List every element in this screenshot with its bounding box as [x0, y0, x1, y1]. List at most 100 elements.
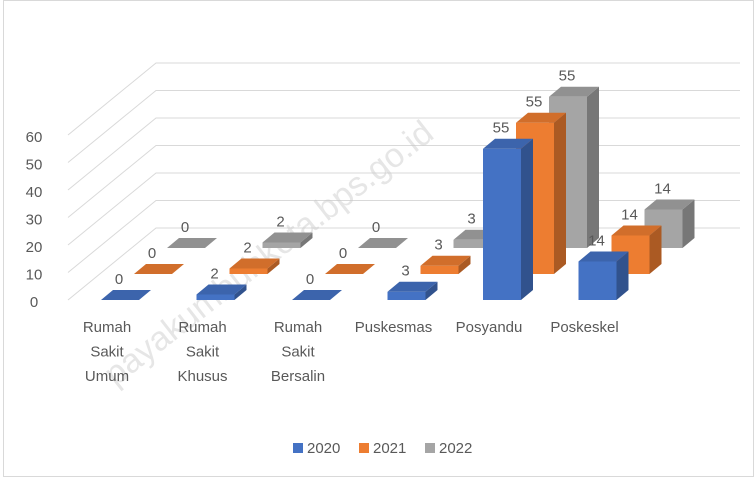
x-tick-label-line: Rumah	[83, 319, 131, 336]
x-tick-label-line: Khusus	[177, 368, 227, 385]
bar-top	[516, 112, 566, 123]
bar-top	[611, 225, 662, 236]
bar-top	[325, 264, 375, 274]
y-tick-label: 30	[26, 211, 43, 228]
bar-top	[262, 232, 313, 243]
bar-top	[101, 290, 151, 300]
bar	[101, 290, 151, 300]
bar	[420, 255, 471, 274]
value-label: 2	[210, 265, 218, 282]
bar-front	[420, 265, 459, 274]
bar	[325, 264, 375, 274]
value-label: 14	[621, 206, 638, 223]
bar-front	[229, 268, 268, 274]
legend-label: 2020	[307, 440, 340, 457]
value-label: 2	[276, 213, 284, 230]
y-tick-label: 40	[26, 184, 43, 201]
bar-top	[167, 238, 217, 248]
bar	[167, 238, 217, 248]
bar-side	[649, 225, 662, 274]
bar-top	[387, 281, 438, 292]
value-label: 55	[559, 68, 576, 85]
bar-top	[134, 264, 184, 274]
y-tick-label: 60	[26, 129, 43, 146]
bar-top	[196, 284, 247, 295]
grid-line	[67, 62, 740, 136]
x-tick-label-line: Poskeskel	[550, 319, 618, 336]
legend-swatch	[359, 443, 369, 453]
bar-top	[578, 251, 629, 262]
bar	[134, 264, 184, 274]
value-label: 3	[467, 211, 475, 228]
x-tick-label: Puskesmas	[355, 319, 433, 336]
value-label: 0	[306, 271, 314, 288]
x-tick-label-line: Puskesmas	[355, 319, 433, 336]
bar-top	[549, 86, 599, 97]
bar-top	[229, 258, 280, 269]
x-tick-label-line: Rumah	[274, 319, 322, 336]
x-tick-label-line: Rumah	[178, 319, 226, 336]
value-label: 2	[243, 239, 251, 256]
value-label: 0	[115, 271, 123, 288]
bar-top	[292, 290, 342, 300]
bar-side	[425, 281, 438, 300]
y-tick-label: 20	[26, 239, 43, 256]
bar-front	[262, 242, 301, 248]
value-label: 0	[339, 245, 347, 262]
bar-side	[554, 112, 566, 274]
x-tick-label-line: Sakit	[281, 343, 315, 360]
y-tick-label: 0	[30, 294, 38, 311]
value-label: 55	[493, 120, 510, 137]
bar-front	[578, 261, 617, 300]
legend-label: 2022	[439, 440, 472, 457]
bar-side	[267, 258, 280, 274]
bar-side	[234, 284, 247, 300]
legend-label: 2021	[373, 440, 406, 457]
bar	[196, 284, 247, 300]
bar-top	[644, 199, 695, 210]
value-label: 0	[372, 219, 380, 236]
bar	[292, 290, 342, 300]
x-tick-label-line: Sakit	[186, 343, 220, 360]
value-label: 0	[181, 219, 189, 236]
x-tick-label: Rumah Sakit Khusus	[177, 319, 227, 385]
bar-top	[483, 138, 533, 149]
y-tick-label: 10	[26, 266, 43, 283]
bar-side	[587, 86, 599, 248]
x-tick-label: Rumah Sakit Bersalin	[271, 319, 325, 385]
bar-front	[196, 294, 235, 300]
bar-top	[420, 255, 471, 266]
bar	[358, 238, 408, 248]
x-tick-label: Rumah Sakit Umum	[83, 319, 131, 385]
bar-side	[521, 138, 533, 300]
value-label: 0	[148, 245, 156, 262]
x-tick-label: Poskeskel	[550, 319, 618, 336]
bar-front	[453, 239, 492, 248]
value-label: 55	[526, 94, 543, 111]
bar	[578, 251, 629, 300]
bar-side	[616, 251, 629, 300]
x-tick-label-line: Umum	[85, 368, 129, 385]
bar-side	[682, 199, 695, 248]
x-tick-label: Posyandu	[456, 319, 523, 336]
x-tick-label-line: Posyandu	[456, 319, 523, 336]
bar-front	[483, 148, 521, 300]
value-label: 14	[654, 180, 671, 197]
legend-swatch	[425, 443, 435, 453]
grid-line	[67, 90, 740, 163]
bar-side	[300, 232, 313, 248]
value-label: 14	[588, 232, 605, 249]
x-tick-label-line: Bersalin	[271, 368, 325, 385]
x-tick-label-line: Sakit	[90, 343, 124, 360]
value-label: 3	[401, 263, 409, 280]
bar	[229, 258, 280, 274]
bar-side	[458, 255, 471, 274]
bar-front	[387, 291, 426, 300]
value-label: 3	[434, 237, 442, 254]
bar	[483, 138, 533, 300]
bar	[262, 232, 313, 248]
y-tick-label: 50	[26, 156, 43, 173]
bar	[387, 281, 438, 300]
